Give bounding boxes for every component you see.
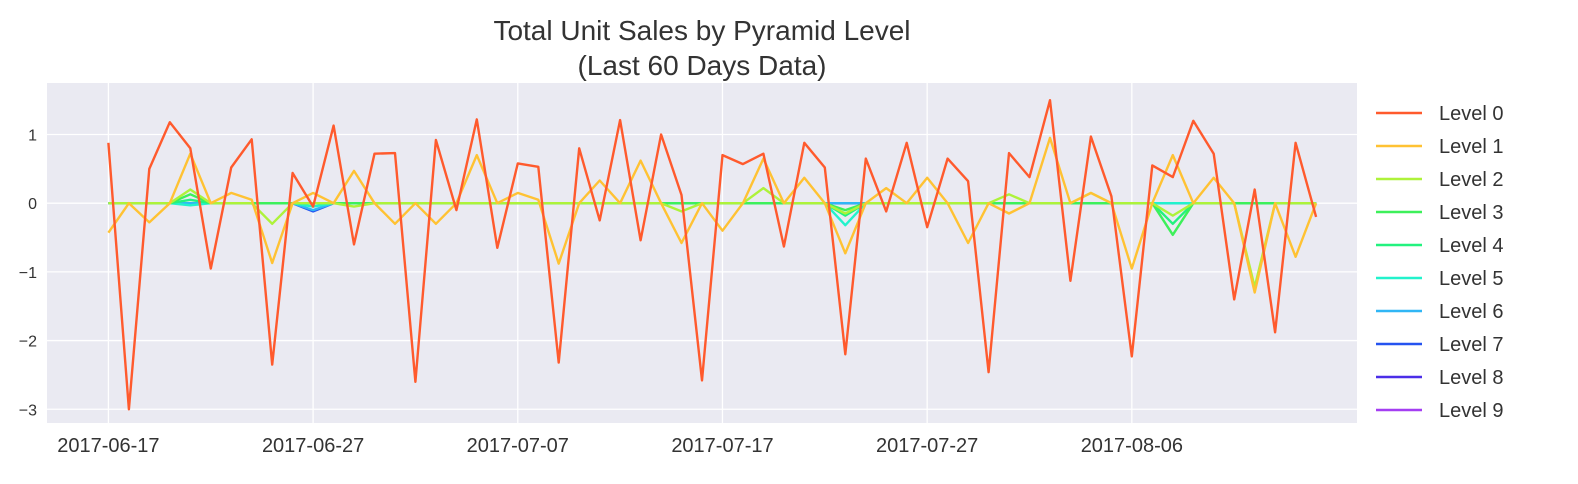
legend-label-level-0: Level 0: [1439, 103, 1504, 125]
y-tick-label: 0: [28, 196, 37, 213]
legend-label-level-2: Level 2: [1439, 169, 1504, 191]
x-tick-label: 2017-07-07: [467, 435, 569, 457]
legend-label-level-7: Level 7: [1439, 334, 1504, 356]
x-tick-label: 2017-07-27: [876, 435, 978, 457]
x-axis-ticks: 2017-06-17 2017-06-27 2017-07-07 2017-07-17…: [57, 435, 1183, 457]
x-tick-label: 2017-06-27: [262, 435, 364, 457]
legend-label-level-8: Level 8: [1439, 367, 1504, 389]
legend-label-level-9: Level 9: [1439, 400, 1504, 422]
legend-label-level-6: Level 6: [1439, 301, 1504, 323]
y-tick-label: −1: [19, 265, 37, 282]
legend-label-level-5: Level 5: [1439, 268, 1504, 290]
legend-label-level-1: Level 1: [1439, 136, 1504, 158]
legend-label-level-3: Level 3: [1439, 202, 1504, 224]
legend: Level 0 Level 1 Level 2 Level 3 Level 4 Level…: [1376, 103, 1504, 422]
x-tick-label: 2017-06-17: [57, 435, 159, 457]
legend-label-level-4: Level 4: [1439, 235, 1504, 257]
chart-title-line-2: (Last 60 Days Data): [578, 50, 827, 81]
y-tick-label: −2: [19, 334, 37, 351]
series-lines: [107, 98, 1318, 411]
chart-title-line-1: Total Unit Sales by Pyramid Level: [493, 15, 910, 46]
y-tick-label: −3: [19, 402, 37, 419]
y-axis-ticks: 1 0 −1 −2 −3: [19, 128, 37, 420]
series-line-level-0: [107, 98, 1318, 411]
x-tick-label: 2017-08-06: [1081, 435, 1183, 457]
y-tick-label: 1: [28, 128, 37, 145]
x-tick-label: 2017-07-17: [671, 435, 773, 457]
plot-area: [47, 83, 1357, 423]
